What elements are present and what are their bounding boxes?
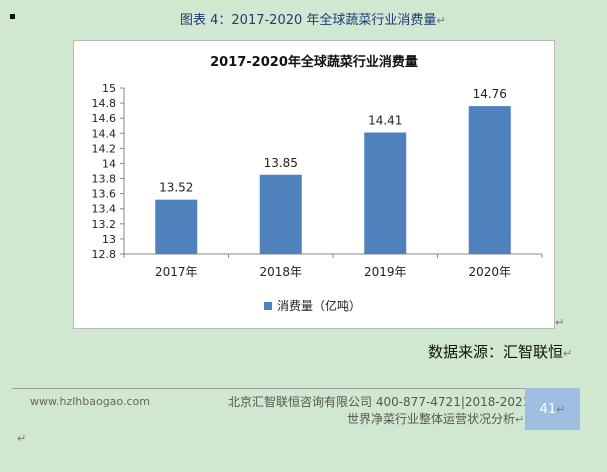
chart-legend: 消费量（亿吨）: [264, 298, 361, 313]
figure-caption: 图表 4：2017-2020 年全球蔬菜行业消费量↵: [180, 9, 446, 28]
return-mark: ↵: [436, 14, 446, 27]
x-tick-label: 2018年: [259, 265, 302, 279]
data-label: 13.85: [264, 156, 298, 170]
data-label: 14.76: [473, 87, 507, 101]
y-tick-label: 15: [102, 82, 116, 95]
chart-title: 2017-2020年全球蔬菜行业消费量: [210, 54, 418, 70]
report-title-text: 世界净菜行业整体运营状况分析: [347, 412, 516, 426]
return-mark: ↵: [17, 432, 27, 445]
footer-company: 北京汇智联恒咨询有限公司 400-877-4721|2018-2021 年: [228, 395, 547, 409]
return-mark: ↵: [555, 316, 565, 329]
x-tick-label: 2019年: [364, 265, 407, 279]
y-tick-label: 14.2: [92, 142, 117, 155]
y-tick-label: 12.8: [92, 248, 117, 261]
return-mark: ↵: [563, 347, 573, 360]
footer-report-title: 世界净菜行业整体运营状况分析↵: [347, 410, 524, 427]
bar: [155, 199, 198, 254]
y-tick-label: 13.4: [92, 203, 117, 216]
source-text: 数据来源：汇智联恒: [428, 343, 564, 361]
list-bullet: [10, 14, 15, 19]
y-tick-label: 13.2: [92, 218, 117, 231]
y-tick-label: 14.6: [92, 112, 117, 125]
caption-text: 图表 4：2017-2020 年全球蔬菜行业消费量: [180, 13, 437, 28]
y-tick-label: 14.8: [92, 97, 117, 110]
footer-divider: [12, 388, 580, 389]
return-mark: ↵: [515, 413, 525, 426]
data-source: 数据来源：汇智联恒↵: [428, 341, 572, 362]
y-tick-label: 13: [102, 233, 116, 246]
x-tick-label: 2020年: [468, 265, 511, 279]
legend-label: 消费量（亿吨）: [277, 298, 361, 313]
bar: [364, 132, 407, 254]
y-tick-label: 14: [102, 157, 116, 170]
footer-website[interactable]: www.hzlhbaogao.com: [30, 395, 150, 408]
x-tick-label: 2017年: [155, 265, 198, 279]
data-label: 13.52: [159, 181, 193, 195]
chart-bars: 13.52 2017年 13.85 2018年 14.41 2019年 14.76 2020年: [155, 87, 511, 279]
data-label: 14.41: [368, 114, 402, 128]
y-tick-label: 14.4: [92, 127, 117, 140]
bar: [259, 174, 302, 254]
legend-swatch: [264, 302, 272, 310]
page-number-box: 41 ↵: [525, 388, 580, 430]
bar-chart: 2017-2020年全球蔬菜行业消费量 15 14.8 14.6 14.4 14.2 14…: [92, 54, 543, 313]
y-tick-label: 13.8: [92, 173, 117, 186]
page-number: 41: [539, 401, 557, 417]
y-tick-label: 13.6: [92, 188, 117, 201]
return-mark: ↵: [556, 402, 566, 416]
chart-container: 2017-2020年全球蔬菜行业消费量 15 14.8 14.6 14.4 14.2 14…: [73, 40, 555, 329]
bar: [468, 106, 511, 254]
